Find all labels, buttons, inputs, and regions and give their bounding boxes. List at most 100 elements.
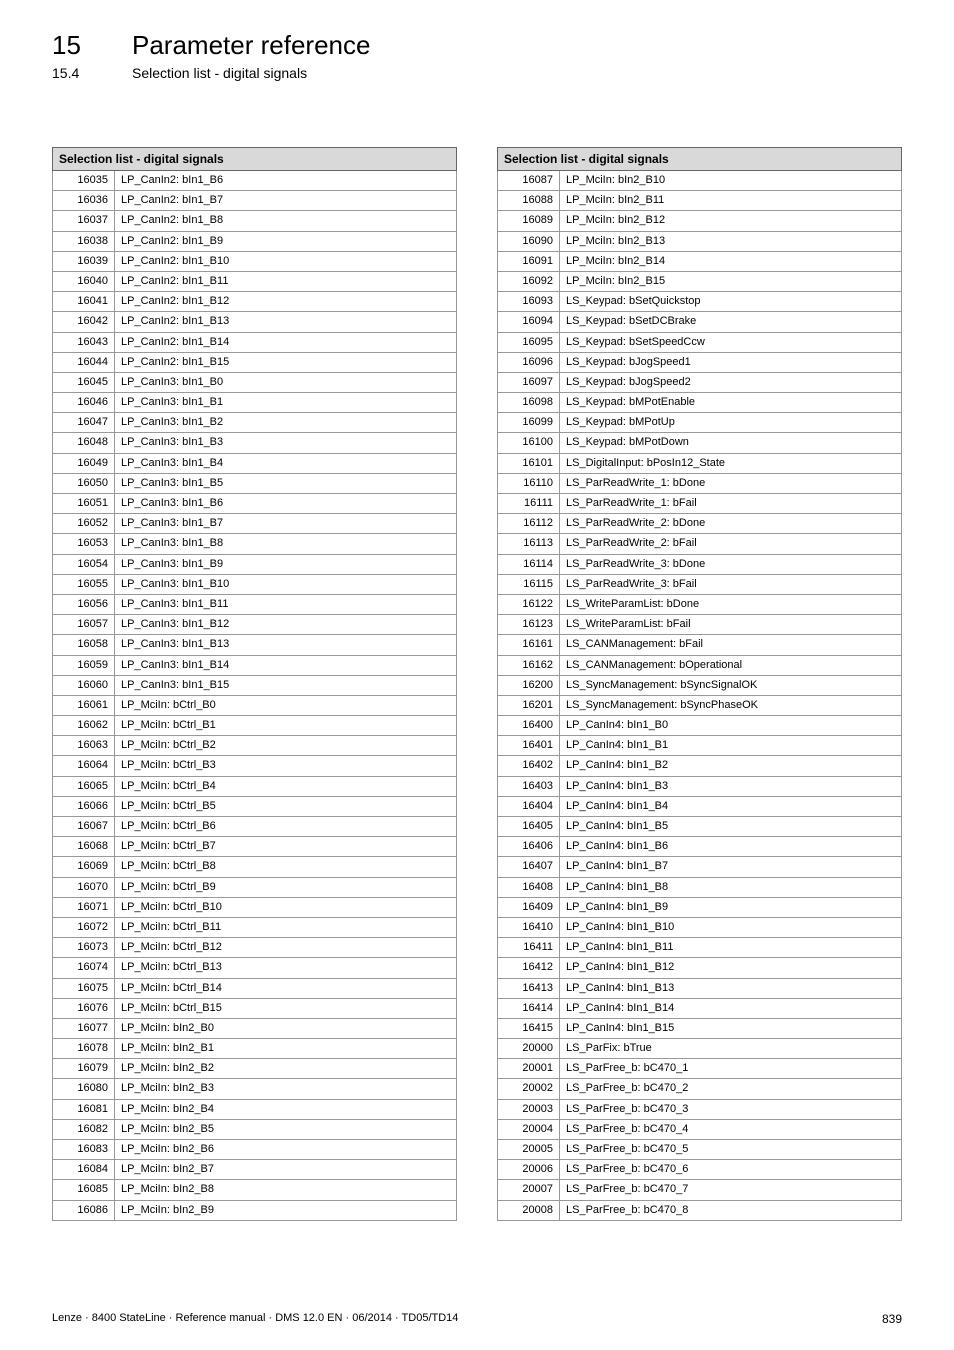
signal-id: 16412 (498, 958, 560, 978)
signal-name: LP_CanIn2: bIn1_B8 (115, 211, 457, 231)
signal-name: LP_CanIn3: bIn1_B14 (115, 655, 457, 675)
table-row: 16072LP_MciIn: bCtrl_B11 (53, 917, 457, 937)
signal-id: 16047 (53, 413, 115, 433)
page-footer: Lenze · 8400 StateLine · Reference manua… (52, 1312, 902, 1326)
signal-name: LP_CanIn3: bIn1_B8 (115, 534, 457, 554)
signal-id: 16053 (53, 534, 115, 554)
table-row: 16073LP_MciIn: bCtrl_B12 (53, 938, 457, 958)
signal-id: 16087 (498, 171, 560, 191)
signal-id: 16040 (53, 271, 115, 291)
signal-name: LP_MciIn: bCtrl_B6 (115, 817, 457, 837)
signal-id: 16410 (498, 917, 560, 937)
signal-id: 16061 (53, 695, 115, 715)
table-row: 16061LP_MciIn: bCtrl_B0 (53, 695, 457, 715)
signal-id: 16068 (53, 837, 115, 857)
table-row: 16064LP_MciIn: bCtrl_B3 (53, 756, 457, 776)
table-row: 16044LP_CanIn2: bIn1_B15 (53, 352, 457, 372)
signal-name: LP_MciIn: bIn2_B14 (560, 251, 902, 271)
signal-id: 16113 (498, 534, 560, 554)
signal-id: 16075 (53, 978, 115, 998)
signal-id: 16200 (498, 675, 560, 695)
signal-id: 20000 (498, 1039, 560, 1059)
signal-name: LP_MciIn: bIn2_B2 (115, 1059, 457, 1079)
document-page: 15 Parameter reference 15.4 Selection li… (0, 0, 954, 1350)
signal-id: 16073 (53, 938, 115, 958)
signal-id: 16413 (498, 978, 560, 998)
signal-name: LS_ParFree_b: bC470_8 (560, 1200, 902, 1220)
signal-name: LS_ParReadWrite_3: bFail (560, 574, 902, 594)
signal-name: LP_MciIn: bIn2_B5 (115, 1119, 457, 1139)
signal-name: LP_CanIn2: bIn1_B12 (115, 292, 457, 312)
table-row: 16114LS_ParReadWrite_3: bDone (498, 554, 902, 574)
signal-name: LP_MciIn: bIn2_B0 (115, 1018, 457, 1038)
signal-id: 16077 (53, 1018, 115, 1038)
table-row: 16083LP_MciIn: bIn2_B6 (53, 1140, 457, 1160)
table-row: 20008LS_ParFree_b: bC470_8 (498, 1200, 902, 1220)
table-row: 16074LP_MciIn: bCtrl_B13 (53, 958, 457, 978)
table-row: 16405LP_CanIn4: bIn1_B5 (498, 817, 902, 837)
page-number: 839 (882, 1312, 902, 1326)
signal-id: 16123 (498, 615, 560, 635)
signal-id: 20005 (498, 1140, 560, 1160)
table-row: 16041LP_CanIn2: bIn1_B12 (53, 292, 457, 312)
signal-name: LS_Keypad: bMPotUp (560, 413, 902, 433)
table-row: 20002LS_ParFree_b: bC470_2 (498, 1079, 902, 1099)
signal-name: LP_MciIn: bCtrl_B13 (115, 958, 457, 978)
signal-name: LP_CanIn3: bIn1_B5 (115, 473, 457, 493)
table-row: 20001LS_ParFree_b: bC470_1 (498, 1059, 902, 1079)
signal-id: 16071 (53, 897, 115, 917)
signal-id: 16081 (53, 1099, 115, 1119)
signal-id: 16044 (53, 352, 115, 372)
table-row: 16085LP_MciIn: bIn2_B8 (53, 1180, 457, 1200)
table-row: 20006LS_ParFree_b: bC470_6 (498, 1160, 902, 1180)
signal-id: 16048 (53, 433, 115, 453)
table-row: 16400LP_CanIn4: bIn1_B0 (498, 716, 902, 736)
signal-id: 16043 (53, 332, 115, 352)
table-row: 16100LS_Keypad: bMPotDown (498, 433, 902, 453)
signal-id: 16401 (498, 736, 560, 756)
signal-id: 16057 (53, 615, 115, 635)
signal-id: 16067 (53, 817, 115, 837)
table-row: 16110LS_ParReadWrite_1: bDone (498, 473, 902, 493)
table-row: 16047LP_CanIn3: bIn1_B2 (53, 413, 457, 433)
signal-id: 16055 (53, 574, 115, 594)
chapter-number: 15 (52, 30, 132, 61)
signal-id: 16070 (53, 877, 115, 897)
table-row: 16060LP_CanIn3: bIn1_B15 (53, 675, 457, 695)
signal-id: 16406 (498, 837, 560, 857)
table-row: 16086LP_MciIn: bIn2_B9 (53, 1200, 457, 1220)
signal-id: 16097 (498, 372, 560, 392)
section-number: 15.4 (52, 65, 132, 81)
table-row: 16075LP_MciIn: bCtrl_B14 (53, 978, 457, 998)
signal-name: LP_CanIn2: bIn1_B6 (115, 171, 457, 191)
signal-id: 16411 (498, 938, 560, 958)
signal-id: 16088 (498, 191, 560, 211)
signal-id: 16037 (53, 211, 115, 231)
table-row: 16040LP_CanIn2: bIn1_B11 (53, 271, 457, 291)
table-row: 16038LP_CanIn2: bIn1_B9 (53, 231, 457, 251)
signal-name: LP_CanIn2: bIn1_B15 (115, 352, 457, 372)
table-row: 16092LP_MciIn: bIn2_B15 (498, 271, 902, 291)
table-row: 16080LP_MciIn: bIn2_B3 (53, 1079, 457, 1099)
table-row: 16055LP_CanIn3: bIn1_B10 (53, 574, 457, 594)
signal-name: LP_CanIn3: bIn1_B7 (115, 514, 457, 534)
table-row: 16099LS_Keypad: bMPotUp (498, 413, 902, 433)
signal-name: LS_Keypad: bSetDCBrake (560, 312, 902, 332)
signal-id: 16089 (498, 211, 560, 231)
signal-name: LS_ParReadWrite_2: bDone (560, 514, 902, 534)
table-row: 16076LP_MciIn: bCtrl_B15 (53, 998, 457, 1018)
signal-name: LP_CanIn4: bIn1_B9 (560, 897, 902, 917)
doc-info: Lenze · 8400 StateLine · Reference manua… (52, 1312, 458, 1326)
signal-id: 16060 (53, 675, 115, 695)
table-row: 16050LP_CanIn3: bIn1_B5 (53, 473, 457, 493)
signal-id: 16038 (53, 231, 115, 251)
table-row: 16200LS_SyncManagement: bSyncSignalOK (498, 675, 902, 695)
signal-id: 16100 (498, 433, 560, 453)
signal-id: 16085 (53, 1180, 115, 1200)
signal-name: LS_ParFree_b: bC470_6 (560, 1160, 902, 1180)
signal-name: LS_ParReadWrite_3: bDone (560, 554, 902, 574)
table-row: 20003LS_ParFree_b: bC470_3 (498, 1099, 902, 1119)
signal-name: LP_MciIn: bIn2_B10 (560, 171, 902, 191)
signal-id: 16054 (53, 554, 115, 574)
table-row: 16407LP_CanIn4: bIn1_B7 (498, 857, 902, 877)
